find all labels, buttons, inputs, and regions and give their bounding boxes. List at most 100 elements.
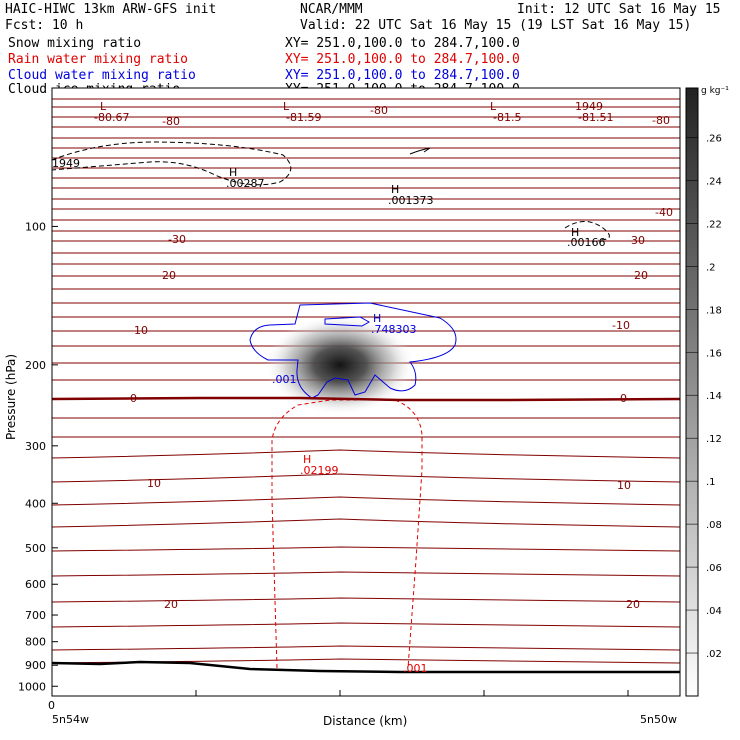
temp-label: L xyxy=(100,100,107,113)
temp-label: -81.51 xyxy=(578,111,613,124)
y-tick-label: 500 xyxy=(25,542,46,555)
cloud-water-label: H xyxy=(373,312,381,325)
temp-label: -80.67 xyxy=(94,111,129,124)
y-tick-label: 600 xyxy=(25,578,46,591)
y-tick-label: 800 xyxy=(25,636,46,649)
y-axis: 100 200 300 400 500 600 700 800 900 1000 xyxy=(18,220,58,693)
plot-frame xyxy=(51,87,681,697)
model-title: HAIC-HIWC 13km ARW-GFS init xyxy=(5,2,216,17)
cloud-water-labels: H .748303 .001 xyxy=(272,312,417,386)
field-name-snow: Snow mixing ratio xyxy=(8,36,141,51)
y-tick-label: 300 xyxy=(25,440,46,453)
snow-label: .00287 xyxy=(226,177,265,190)
colorbar-tick-label: .04 xyxy=(706,606,722,617)
y-axis-label: Pressure (hPa) xyxy=(4,354,18,440)
snow-label: H xyxy=(571,226,579,239)
colorbar-ticks: .02 .04 .06 .08 .1 .12 .14 .16 .18 .2 .22 .24 .26 xyxy=(686,133,722,660)
temp-label: -30 xyxy=(627,234,645,247)
snow-label: .00166 xyxy=(567,236,606,249)
temp-label: -40 xyxy=(655,206,673,219)
colorbar-tick-label: .16 xyxy=(706,348,722,359)
y-tick-label: 900 xyxy=(25,659,46,672)
field-name-cloud-water: Cloud water mixing ratio xyxy=(8,68,196,83)
freezing-level-contour xyxy=(51,396,681,402)
temperature-contour xyxy=(51,546,681,552)
rain-label: H xyxy=(303,453,311,466)
org-label: NCAR/MMM xyxy=(300,2,363,17)
temp-label: 10 xyxy=(617,479,631,492)
temperature-contour xyxy=(51,571,681,577)
cloud-water-label: .748303 xyxy=(371,323,417,336)
colorbar-tick-label: .06 xyxy=(706,563,722,574)
temperature-contour xyxy=(51,645,681,651)
temperature-labels: L -80.67 -80 L -81.59 -80 L -81.5 1949 -… xyxy=(94,100,673,611)
snow-label: 1949 xyxy=(52,157,80,170)
x-axis: 0 5n54w 5n50w Distance (km) xyxy=(48,690,677,728)
x-tick-right: 5n50w xyxy=(640,713,677,726)
temperature-contour xyxy=(51,597,681,603)
temp-label: L xyxy=(490,100,497,113)
temp-label: 0 xyxy=(620,392,627,405)
colorbar-tick-label: .2 xyxy=(706,262,716,273)
colorbar-tick-label: .26 xyxy=(706,133,722,144)
colorbar-tick-label: .12 xyxy=(706,434,722,445)
snow-contour-small xyxy=(409,147,431,155)
temp-label: 20 xyxy=(164,598,178,611)
y-tick-label: 400 xyxy=(25,497,46,510)
xy-text-rain: XY= 251.0,100.0 to 284.7,100.0 xyxy=(285,52,520,67)
temp-label: -81.59 xyxy=(286,111,321,124)
temperature-contour xyxy=(51,473,681,483)
xy-text-snow: XY= 251.0,100.0 to 284.7,100.0 xyxy=(285,36,520,51)
colorbar-tick-label: .18 xyxy=(706,305,722,316)
cloud-water-max-contour xyxy=(324,316,371,327)
temperature-contour-lines xyxy=(51,98,681,664)
valid-time: Valid: 22 UTC Sat 16 May 15 (19 LST Sat … xyxy=(300,18,691,33)
colorbar-unit: g kg⁻¹ xyxy=(701,86,729,96)
snow-contour-right xyxy=(564,221,610,241)
snow-label: H xyxy=(229,166,237,179)
field-name-rain: Rain water mixing ratio xyxy=(8,52,188,67)
cloud-water-label: .001 xyxy=(272,373,297,386)
colorbar-tick-label: .14 xyxy=(706,391,722,402)
temp-label: L xyxy=(283,100,290,113)
y-tick-label: 100 xyxy=(25,220,46,233)
y-tick-label: 200 xyxy=(25,359,46,372)
x-axis-label: Distance (km) xyxy=(323,714,407,728)
rain-labels: H .02199 .001 xyxy=(300,453,428,675)
rain-label: .001 xyxy=(403,662,428,675)
temp-label: -80 xyxy=(652,114,670,127)
xy-text-cloud-water: XY= 251.0,100.0 to 284.7,100.0 xyxy=(285,68,520,83)
y-tick-label: 1000 xyxy=(18,680,46,693)
snow-label: H xyxy=(391,183,399,196)
temp-label: -10 xyxy=(612,319,630,332)
colorbar-tick-label: .08 xyxy=(706,520,722,531)
colorbar-tick-label: .02 xyxy=(706,649,722,660)
temp-label: -30 xyxy=(168,233,186,246)
temp-label: 10 xyxy=(147,477,161,490)
init-time: Init: 12 UTC Sat 16 May 15 xyxy=(517,2,721,17)
x-tick-origin: 0 xyxy=(48,699,55,712)
temperature-contour xyxy=(51,518,681,528)
cloud-water-contour xyxy=(249,302,457,399)
snow-label: .001373 xyxy=(388,194,434,207)
colorbar-tick-label: .1 xyxy=(706,477,716,488)
temp-label: 0 xyxy=(130,392,137,405)
temp-label: -80 xyxy=(370,104,388,117)
terrain-line xyxy=(51,660,680,674)
rain-label: .02199 xyxy=(300,464,339,477)
temp-label: -80 xyxy=(162,115,180,128)
temp-label: -20 xyxy=(158,269,176,282)
forecast-hour: Fcst: 10 h xyxy=(5,18,83,33)
snow-contour-left xyxy=(51,141,292,186)
temp-label: -20 xyxy=(630,269,648,282)
colorbar-tick-label: .22 xyxy=(706,219,722,230)
x-tick-left: 5n54w xyxy=(52,713,89,726)
colorbar-tick-label: .24 xyxy=(706,176,722,187)
temp-label: -10 xyxy=(130,324,148,337)
y-tick-label: 700 xyxy=(25,609,46,622)
temp-label: 20 xyxy=(626,598,640,611)
colorbar xyxy=(685,87,699,697)
snow-labels: 1949 1949 H .00287 H .001373 H .00166 xyxy=(52,157,606,249)
temp-label: 1949 xyxy=(575,100,603,113)
